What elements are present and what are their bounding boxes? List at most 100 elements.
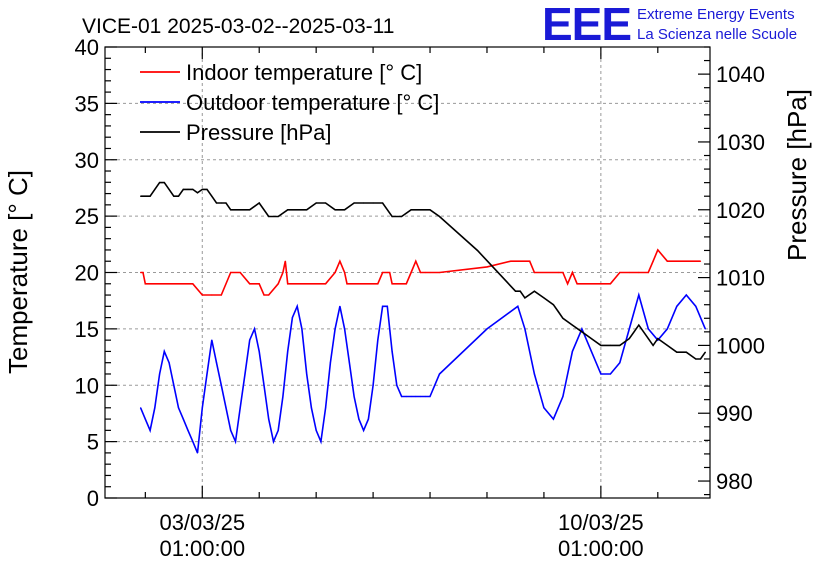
series-1-point xyxy=(529,260,531,262)
series-2-point xyxy=(168,362,170,364)
series-2-point xyxy=(268,418,270,420)
series-2-point xyxy=(306,373,308,375)
y-tick-label: 35 xyxy=(75,91,99,116)
series-2-point xyxy=(258,350,260,352)
series-2-point xyxy=(647,328,649,330)
x-tick-label-time: 01:00:00 xyxy=(159,536,245,561)
series-1-point xyxy=(325,283,327,285)
series-3-point xyxy=(600,344,602,346)
series-3-point xyxy=(201,188,203,190)
series-3-point xyxy=(225,202,227,204)
series-2-point xyxy=(638,294,640,296)
series-1-point xyxy=(405,283,407,285)
series-1-point xyxy=(268,294,270,296)
series-2-point xyxy=(524,328,526,330)
series-3-point xyxy=(192,188,194,190)
series-3-point xyxy=(182,188,184,190)
series-2-point xyxy=(344,328,346,330)
series-1-point xyxy=(386,271,388,274)
logo-line-2: La Scienza nelle Scuole xyxy=(637,26,797,43)
series-2-point xyxy=(377,339,379,341)
series-3-point xyxy=(239,209,241,211)
series-1-point xyxy=(220,294,222,296)
series-2-point xyxy=(334,328,336,330)
series-1-point xyxy=(638,271,640,274)
series-1-point xyxy=(211,294,213,296)
series-1-point xyxy=(652,260,654,262)
series-3-point xyxy=(382,202,384,204)
y2-tick-label: 1040 xyxy=(716,62,765,87)
series-2-point xyxy=(367,418,369,420)
series-2-point xyxy=(140,407,142,409)
series-3-point xyxy=(647,338,649,340)
series-1-point xyxy=(533,271,536,274)
y-tick-label: 40 xyxy=(75,35,99,60)
series-3-point xyxy=(306,209,308,211)
series-2-point xyxy=(187,429,189,431)
series-3-point xyxy=(344,209,346,211)
series-3-point xyxy=(628,338,630,340)
series-1-point xyxy=(346,283,348,285)
y-tick-label: 0 xyxy=(87,486,99,511)
series-2-point xyxy=(163,350,165,352)
series-3-point xyxy=(211,195,213,197)
series-1-point xyxy=(510,260,512,262)
series-3-point xyxy=(514,290,517,292)
series-2-point xyxy=(282,395,284,398)
series-3-point xyxy=(296,209,298,211)
series-3-point xyxy=(562,317,564,319)
series-2-point xyxy=(628,328,630,330)
series-1-point xyxy=(249,283,251,285)
series-2-point xyxy=(517,305,519,307)
series-1-point xyxy=(590,283,593,285)
series-3-point xyxy=(325,202,327,204)
series-2-point xyxy=(533,373,536,375)
series-3-point xyxy=(206,188,208,190)
series-2-point xyxy=(144,418,146,420)
series-2-point xyxy=(609,373,612,375)
series-3-point xyxy=(495,270,498,272)
y-tick-label: 20 xyxy=(75,261,99,286)
chart-title: VICE-01 2025-03-02--2025-03-11 xyxy=(82,15,394,38)
series-1-point xyxy=(486,266,488,268)
series-2-point xyxy=(320,441,322,443)
series-1-point xyxy=(282,271,284,274)
series-1-point xyxy=(154,283,156,285)
series-2-point xyxy=(215,362,218,364)
y-tick-label: 15 xyxy=(75,317,99,342)
series-2-point xyxy=(291,317,293,319)
series-2-point xyxy=(438,373,441,375)
series-2-point xyxy=(562,395,564,398)
series-3-point xyxy=(557,310,559,313)
legend-label-3: Pressure [hPa] xyxy=(186,120,332,145)
series-1-point xyxy=(688,260,690,262)
series-3-point xyxy=(619,344,621,346)
series-1-point xyxy=(628,271,630,274)
axes: 0 5 10 15 20 25 30 35 40 980 990 1000 1010 1020 1030 10… xyxy=(75,35,765,561)
series-3-point xyxy=(196,192,199,194)
series-1-point xyxy=(619,271,621,274)
series-2-point xyxy=(581,328,583,330)
series-3-point xyxy=(704,351,706,353)
series-1-point xyxy=(657,249,659,251)
y2-tick-label: 1030 xyxy=(716,130,765,155)
y2-tick-label: 980 xyxy=(716,469,753,494)
series-3-point xyxy=(249,209,251,211)
series-2-point xyxy=(159,373,161,375)
series-3-point xyxy=(609,344,612,346)
series-2-point xyxy=(149,429,151,431)
series-1-point xyxy=(666,260,668,262)
series-2-point xyxy=(263,384,265,386)
series-1-point xyxy=(296,283,298,285)
series-2-point xyxy=(590,350,593,352)
series-2-point xyxy=(310,407,312,409)
y2-tick-label: 1010 xyxy=(716,266,765,291)
series-3-point xyxy=(215,202,218,204)
y-tick-label: 5 xyxy=(87,430,99,455)
series-2-point xyxy=(206,373,208,375)
series-2-point xyxy=(666,328,668,330)
series-1-point xyxy=(600,283,602,285)
series-3-point xyxy=(699,358,702,360)
y2-tick-label: 1000 xyxy=(716,333,765,358)
